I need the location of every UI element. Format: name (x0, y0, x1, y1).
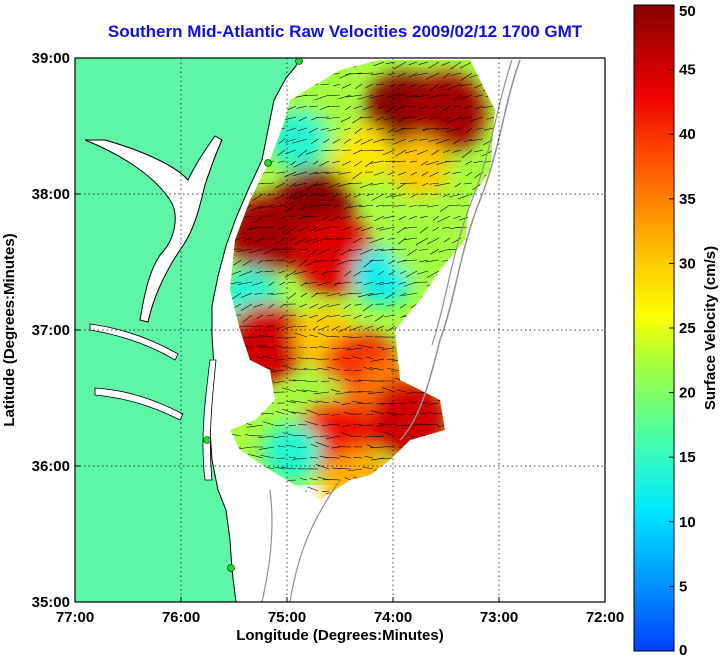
colorbar-tick-label: 35 (679, 191, 696, 208)
colorbar-tick-label: 45 (679, 62, 696, 79)
x-tick-label: 72:00 (586, 609, 624, 626)
colorbar-tick-label: 0 (679, 642, 687, 659)
radar-site-marker (228, 565, 235, 572)
x-tick-label: 75:00 (268, 609, 306, 626)
x-tick-label: 73:00 (480, 609, 518, 626)
colorbar-label: Surface Velocity (cm/s) (702, 246, 719, 410)
colorbar-tick-label: 40 (679, 126, 696, 143)
colorbar-tick-label: 5 (679, 578, 687, 595)
y-axis: 35:00 36:00 37:00 38:00 39:00 (32, 50, 80, 611)
radar-site-marker (265, 160, 272, 167)
radar-site-marker (204, 437, 211, 444)
y-tick-label: 38:00 (32, 186, 70, 203)
y-tick-label: 39:00 (32, 50, 70, 67)
y-tick-label: 35:00 (32, 594, 70, 611)
velocity-region (390, 218, 450, 278)
colorbar-tick-label: 30 (679, 255, 696, 272)
chart-title: Southern Mid-Atlantic Raw Velocities 200… (60, 22, 630, 42)
colorbar-tick-label: 20 (679, 385, 696, 402)
y-tick-label: 36:00 (32, 458, 70, 475)
x-tick-label: 74:00 (374, 609, 412, 626)
colorbar-tick-label: 50 (679, 3, 696, 20)
colorbar-tick-label: 25 (679, 320, 696, 337)
y-tick-label: 37:00 (32, 322, 70, 339)
x-tick-label: 77:00 (56, 609, 94, 626)
y-axis-label: Latitude (Degrees:Minutes) (1, 233, 18, 426)
x-tick-label: 76:00 (162, 609, 200, 626)
colorbar-tick-label: 15 (679, 449, 696, 466)
x-axis-label: Longitude (Degrees:Minutes) (236, 627, 444, 644)
colorbar (634, 5, 674, 651)
colorbar-tick-label: 10 (679, 514, 696, 531)
